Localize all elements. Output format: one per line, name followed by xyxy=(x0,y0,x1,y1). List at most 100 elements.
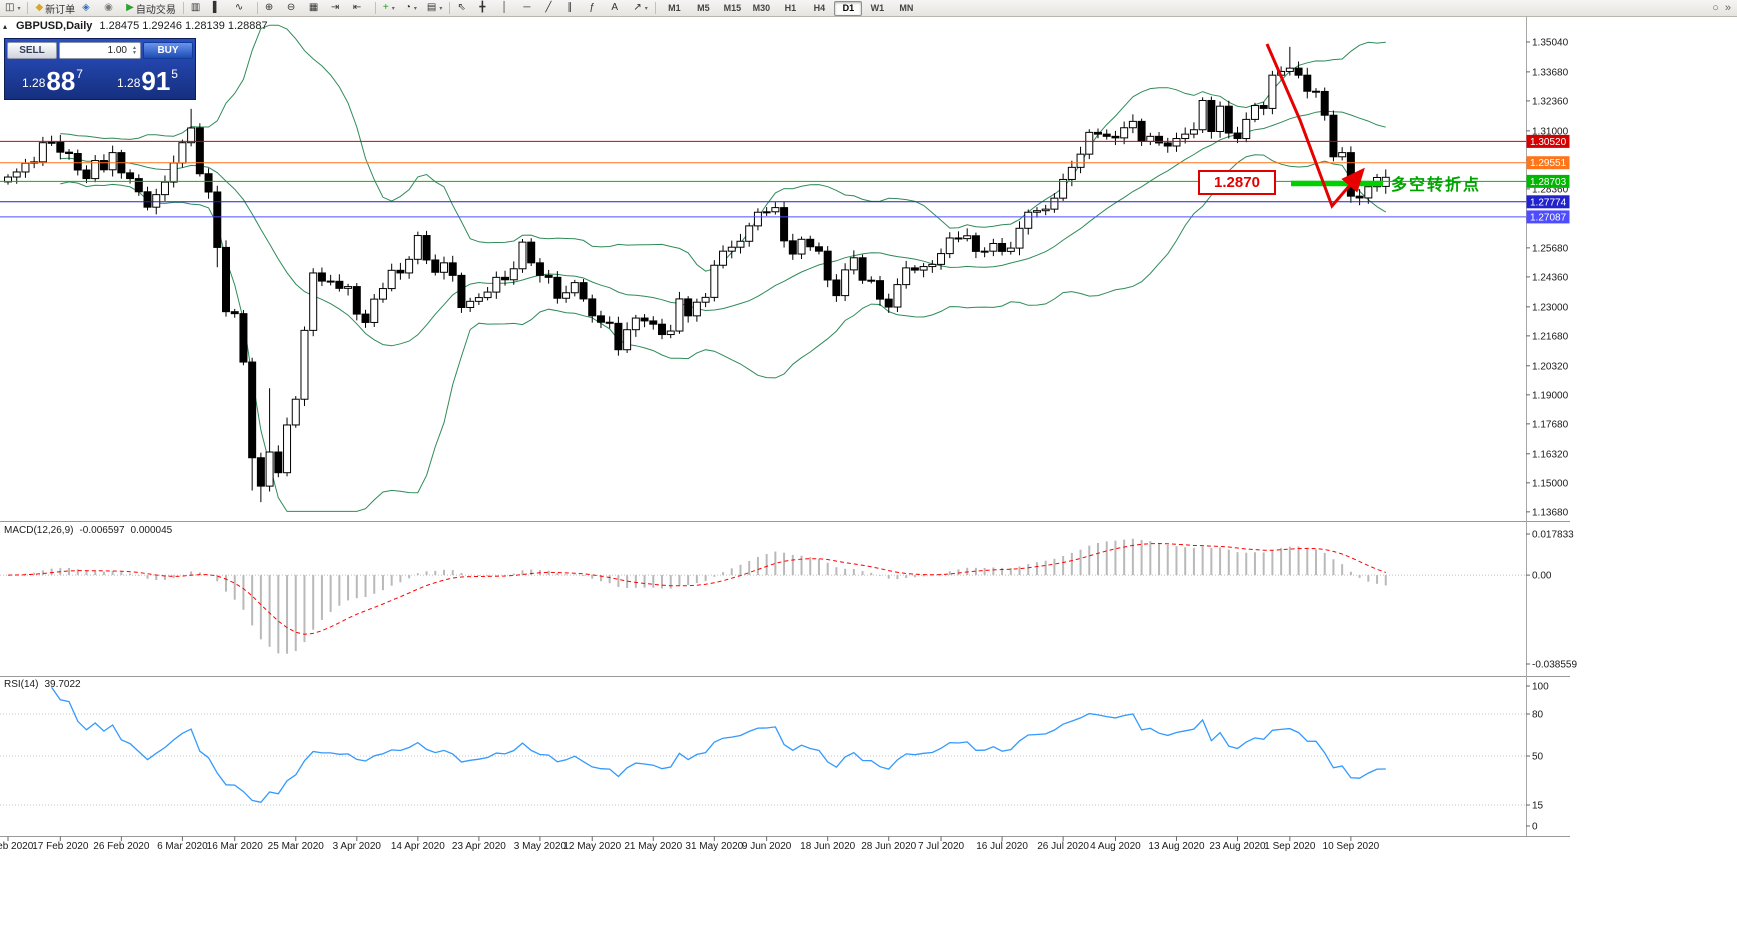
candle-body xyxy=(692,301,701,317)
timeframe-m15-button[interactable]: M15 xyxy=(723,3,742,13)
candle-body xyxy=(649,320,658,325)
buy-price-big: 91 xyxy=(141,66,171,96)
periods-button[interactable]: ◔ ▾ xyxy=(402,0,423,16)
candles-layer xyxy=(4,46,1390,503)
timeframe-h1-button[interactable]: H1 xyxy=(784,3,797,13)
chart-bars-button[interactable]: ▥ xyxy=(188,0,209,16)
candle-body xyxy=(579,282,588,300)
sell-price[interactable]: 1.28 88 7 xyxy=(5,60,100,98)
channel-icon: ∥ xyxy=(567,2,573,13)
candle-body xyxy=(780,207,789,242)
sell-off-arrow[interactable] xyxy=(1265,43,1365,209)
toolbar-separator xyxy=(374,2,376,14)
autotrading-button[interactable]: ▶ 自动交易 xyxy=(123,0,179,16)
chart-canvas[interactable]: 1.350401.336801.323601.310001.296801.283… xyxy=(0,16,1737,941)
candle-body xyxy=(65,151,74,154)
candle-body xyxy=(1207,99,1216,132)
candle-body xyxy=(631,317,640,331)
date-axis-label: 23 Aug 2020 xyxy=(1209,841,1266,852)
buy-button[interactable]: BUY xyxy=(143,42,193,59)
volume-input[interactable] xyxy=(60,45,129,56)
cursor-button[interactable]: ⇖ xyxy=(454,0,475,16)
timeframe-mn-button[interactable]: MN xyxy=(899,3,914,13)
candle-body xyxy=(108,152,117,171)
date-axis-label: 18 Jun 2020 xyxy=(800,841,855,852)
zoom-out-button[interactable]: ⊖ xyxy=(284,0,305,16)
templates-button[interactable]: ▤ ▾ xyxy=(424,0,445,16)
bollinger-lower-line xyxy=(60,154,1387,512)
candle-body xyxy=(248,361,257,459)
candle-body xyxy=(474,297,483,302)
candle-body xyxy=(1006,247,1015,252)
indicators-button[interactable]: + ▾ xyxy=(380,0,401,16)
timeframe-d1-button[interactable]: D1 xyxy=(834,0,863,16)
new-order-button[interactable]: ◆ 新订单 xyxy=(32,0,78,16)
candle-body xyxy=(370,298,379,323)
crosshair-button[interactable]: ╋ xyxy=(476,0,497,16)
timeframe-w1-button[interactable]: W1 xyxy=(870,3,885,13)
new-chart-button[interactable]: ◫ ▾ xyxy=(2,0,23,16)
buy-price[interactable]: 1.28 91 5 xyxy=(100,60,195,98)
candle-body xyxy=(849,257,858,271)
price-axis-label: 1.23000 xyxy=(1532,302,1569,313)
candle-body xyxy=(1155,135,1164,144)
candle-body xyxy=(814,246,823,252)
candle-body xyxy=(614,322,623,351)
candle-body xyxy=(160,181,169,196)
date-axis-label: 26 Jul 2020 xyxy=(1037,841,1089,852)
chart-candles-button[interactable]: ▌ xyxy=(210,0,231,16)
vertical-line-button[interactable]: │ xyxy=(498,0,519,16)
timeframe-m5-button[interactable]: M5 xyxy=(697,3,710,13)
timeframe-m30-button[interactable]: M30 xyxy=(752,3,771,13)
candle-body xyxy=(239,313,248,363)
auto-scroll-button[interactable]: ⇥ xyxy=(328,0,349,16)
chart-annotations[interactable] xyxy=(1265,43,1383,209)
timeframe-m1-button[interactable]: M1 xyxy=(668,3,681,13)
search-icon[interactable]: ○ xyxy=(1712,2,1719,14)
indicators-icon: + xyxy=(382,2,389,13)
candle-body xyxy=(1216,105,1225,132)
alerts-button[interactable]: ◉ xyxy=(101,0,122,16)
price-axis-label: 1.15000 xyxy=(1532,478,1569,489)
horizontal-line-button[interactable]: ─ xyxy=(520,0,541,16)
buy-price-prefix: 1.28 xyxy=(117,76,141,90)
volume-down-icon[interactable]: ▼ xyxy=(132,49,137,56)
candle-body xyxy=(788,240,797,255)
volume-stepper[interactable]: ▲ ▼ xyxy=(59,42,141,59)
timeframe-h4-button[interactable]: H4 xyxy=(813,3,826,13)
arrows-button[interactable]: ↗ ▾ xyxy=(630,0,651,16)
candle-body xyxy=(1242,118,1251,140)
toolbar-separator xyxy=(27,2,29,14)
sell-button[interactable]: SELL xyxy=(7,42,57,59)
date-axis-label: 28 Jun 2020 xyxy=(861,841,916,852)
candle-body xyxy=(1346,152,1355,197)
candle-body xyxy=(99,160,108,171)
zoom-in-button[interactable]: ⊕ xyxy=(262,0,283,16)
fibonacci-button[interactable]: ƒ xyxy=(586,0,607,16)
candle-body xyxy=(1163,142,1172,147)
price-callout-box[interactable]: 1.2870 xyxy=(1198,170,1276,195)
date-axis-label: 21 May 2020 xyxy=(624,841,682,852)
price-axis-label: 1.13680 xyxy=(1532,507,1569,518)
metaeditor-button[interactable]: ◈ xyxy=(79,0,100,16)
tile-windows-button[interactable]: ▦ xyxy=(306,0,327,16)
horizontal-line-objects[interactable] xyxy=(0,140,1526,218)
price-axis-label: 1.25680 xyxy=(1532,243,1569,254)
candle-body xyxy=(1172,138,1181,147)
macd-signal-line xyxy=(7,542,1386,635)
oneclick-collapse-icon[interactable]: ▴ xyxy=(3,22,8,31)
text-button[interactable]: A xyxy=(608,0,629,16)
candle-body xyxy=(841,269,850,297)
chart-line-button[interactable]: ∿ xyxy=(232,0,253,16)
chart-ohlc-header: GBPUSD,Daily 1.28475 1.29246 1.28139 1.28… xyxy=(16,20,268,32)
pivot-note-text[interactable]: 多空转折点 xyxy=(1391,177,1482,194)
volume-up-icon[interactable]: ▲ xyxy=(132,44,137,51)
chart-shift-button[interactable]: ⇤ xyxy=(350,0,371,16)
trendline-button[interactable]: ╱ xyxy=(542,0,563,16)
toolbar-overflow-icon[interactable]: » xyxy=(1724,2,1731,14)
channel-button[interactable]: ∥ xyxy=(564,0,585,16)
one-click-trading-panel: SELL ▲ ▼ BUY 1.28 88 7 1.28 91 5 xyxy=(4,38,196,100)
candle-body xyxy=(1015,227,1024,249)
date-axis-label: 6 Mar 2020 xyxy=(157,841,208,852)
candle-body xyxy=(1120,127,1129,139)
